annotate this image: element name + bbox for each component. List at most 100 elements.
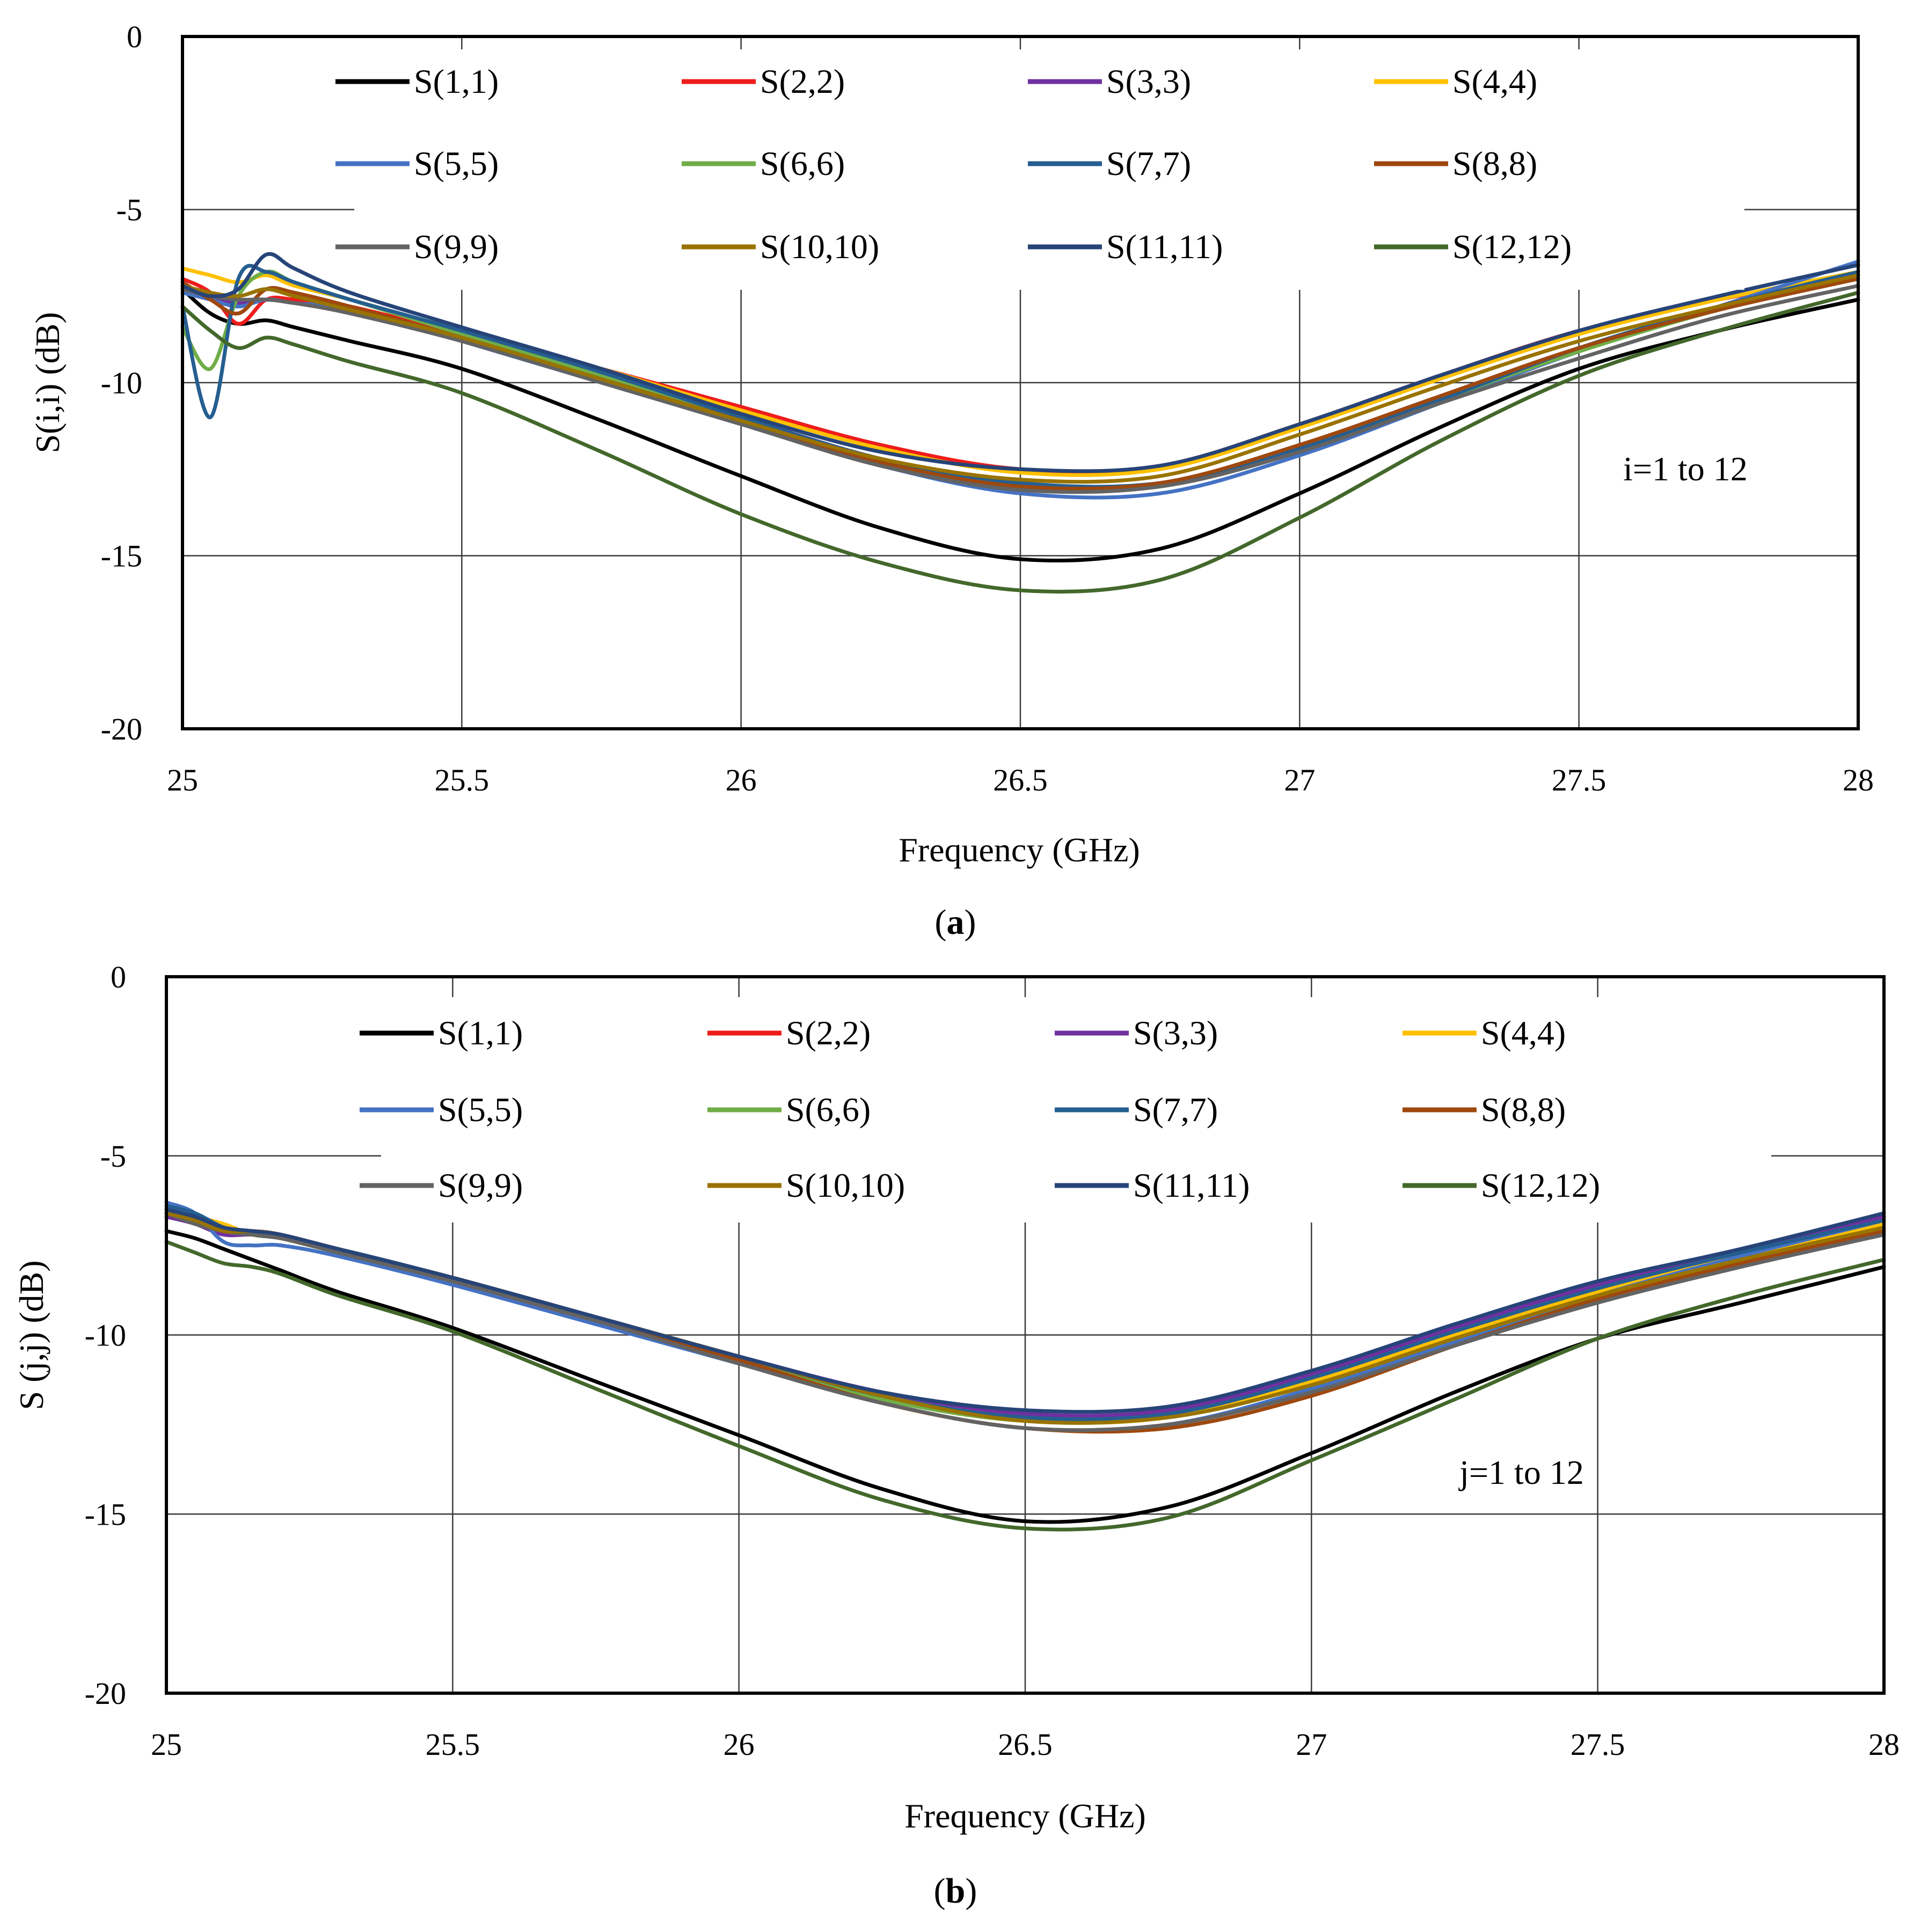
legend-label: S(5,5) xyxy=(414,144,499,182)
x-tick-label: 26 xyxy=(726,763,757,797)
y-tick-label: -10 xyxy=(101,365,142,400)
plot-frame xyxy=(165,975,1886,1695)
caption-open: ( xyxy=(935,903,947,942)
x-tick-label: 27 xyxy=(1284,763,1315,797)
y-axis-label: S (j,j) (dB) xyxy=(12,1260,50,1410)
legend-label: S(7,7) xyxy=(1106,144,1191,182)
chart-a: S(1,1) S(2,2) S(3,3) S(4,4) S(5,5) S(6,6) S(7,… xyxy=(28,19,1874,942)
y-tick-label: -15 xyxy=(85,1497,126,1532)
legend-item: S(12,12) xyxy=(1374,228,1572,266)
legend-item: S(12,12) xyxy=(1403,1166,1600,1204)
legend-item: S(11,11) xyxy=(1028,228,1223,266)
annotation-range: i=1 to 12 xyxy=(1623,450,1748,488)
x-tick-label: 27.5 xyxy=(1552,763,1606,797)
series-line-11-11 xyxy=(164,1208,1886,1414)
x-axis-label: Frequency (GHz) xyxy=(904,1797,1146,1835)
legend-label: S(12,12) xyxy=(1481,1166,1600,1204)
legend-label: S(1,1) xyxy=(438,1014,523,1052)
legend-item: S(1,1) xyxy=(335,62,499,100)
caption-open: ( xyxy=(934,1871,946,1911)
legend-item: S(9,9) xyxy=(335,228,499,266)
legend-label: S(3,3) xyxy=(1106,62,1191,100)
caption-letter: b xyxy=(946,1871,966,1911)
tick-labels: 25 25.5 26 26.5 27 27.5 28 0 -5 -10 -15 -20 xyxy=(85,960,1900,1762)
legend-item: S(9,9) xyxy=(360,1166,523,1204)
x-tick-label: 26.5 xyxy=(998,1727,1053,1762)
legend-label: S(6,6) xyxy=(760,144,845,182)
x-tick-label: 27.5 xyxy=(1571,1727,1625,1762)
series-group xyxy=(180,252,1860,594)
legend-item: S(1,1) xyxy=(360,1014,523,1052)
y-tick-label: -5 xyxy=(100,1139,126,1174)
legend-item: S(5,5) xyxy=(335,144,499,182)
legend-label: S(1,1) xyxy=(414,62,499,100)
x-tick-label: 27 xyxy=(1296,1727,1327,1762)
x-tick-label: 28 xyxy=(1843,763,1874,797)
series-line-12-12 xyxy=(180,290,1860,594)
series-line-9-9 xyxy=(180,283,1860,494)
legend-item: S(7,7) xyxy=(1028,144,1191,182)
x-tick-label: 25 xyxy=(167,763,198,797)
caption-close: ) xyxy=(965,1871,977,1911)
y-tick-label: -5 xyxy=(116,193,142,228)
legend-item: S(4,4) xyxy=(1403,1014,1566,1052)
legend-item: S(7,7) xyxy=(1055,1091,1218,1129)
y-axis-label: S(i,i) (dB) xyxy=(28,312,67,453)
y-tick-label: 0 xyxy=(127,19,142,54)
legend-label: S(6,6) xyxy=(786,1091,871,1129)
legend-label: S(2,2) xyxy=(760,62,845,100)
legend-item: S(5,5) xyxy=(360,1091,523,1129)
y-tick-label: -20 xyxy=(101,712,142,747)
legend-label: S(5,5) xyxy=(438,1091,523,1129)
x-tick-label: 26.5 xyxy=(993,763,1048,797)
legend-label: S(3,3) xyxy=(1133,1014,1218,1052)
plot-frame xyxy=(181,35,1860,730)
legend: S(1,1) S(2,2) S(3,3) S(4,4) S(5,5) S(6,6) S(7,… xyxy=(360,997,1771,1223)
legend-label: S(11,11) xyxy=(1133,1166,1250,1204)
legend-background xyxy=(354,49,1744,290)
caption-letter: a xyxy=(947,903,965,942)
series-line-11-11 xyxy=(180,252,1860,473)
legend-label: S(11,11) xyxy=(1106,228,1223,266)
legend-label: S(12,12) xyxy=(1452,228,1572,266)
legend-label: S(10,10) xyxy=(786,1166,905,1204)
x-tick-label: 25.5 xyxy=(426,1727,480,1762)
series-line-1-1 xyxy=(180,287,1860,563)
legend-label: S(4,4) xyxy=(1452,62,1537,100)
legend-label: S(10,10) xyxy=(760,228,879,266)
panel-caption: (a) xyxy=(935,903,976,942)
legend-item: S(3,3) xyxy=(1028,62,1191,100)
tick-labels: 25 25.5 26 26.5 27 27.5 28 0 -5 -10 -15 -20 xyxy=(101,19,1874,797)
series-line-8-8 xyxy=(180,277,1860,491)
series-group xyxy=(164,1201,1886,1532)
legend-label: S(8,8) xyxy=(1481,1091,1566,1129)
x-tick-label: 25 xyxy=(151,1727,182,1762)
chart-b: S(1,1) S(2,2) S(3,3) S(4,4) S(5,5) S(6,6) S(7,… xyxy=(12,960,1900,1911)
legend-label: S(9,9) xyxy=(438,1166,523,1204)
series-line-9-9 xyxy=(164,1211,1886,1432)
series-line-12-12 xyxy=(164,1240,1886,1532)
legend-item: S(2,2) xyxy=(707,1014,871,1052)
legend-item: S(2,2) xyxy=(682,62,845,100)
legend-item: S(3,3) xyxy=(1055,1014,1218,1052)
legend-item: S(10,10) xyxy=(707,1166,905,1204)
y-tick-label: 0 xyxy=(111,960,126,994)
legend-item: S(10,10) xyxy=(682,228,879,266)
series-line-10-10 xyxy=(180,273,1860,484)
annotation-range: j=1 to 12 xyxy=(1458,1453,1584,1491)
caption-close: ) xyxy=(965,903,976,942)
panel-caption: (b) xyxy=(934,1871,977,1911)
x-tick-label: 26 xyxy=(724,1727,755,1762)
legend-item: S(8,8) xyxy=(1403,1091,1566,1129)
x-axis-label: Frequency (GHz) xyxy=(899,831,1140,869)
legend-item: S(8,8) xyxy=(1374,144,1537,182)
legend-label: S(7,7) xyxy=(1133,1091,1218,1129)
y-tick-label: -10 xyxy=(85,1318,126,1353)
legend-item: S(6,6) xyxy=(682,144,845,182)
legend-item: S(6,6) xyxy=(707,1091,871,1129)
x-tick-label: 28 xyxy=(1868,1727,1900,1762)
series-line-1-1 xyxy=(164,1229,1886,1524)
series-line-4-4 xyxy=(180,266,1860,477)
legend-label: S(4,4) xyxy=(1481,1014,1566,1052)
